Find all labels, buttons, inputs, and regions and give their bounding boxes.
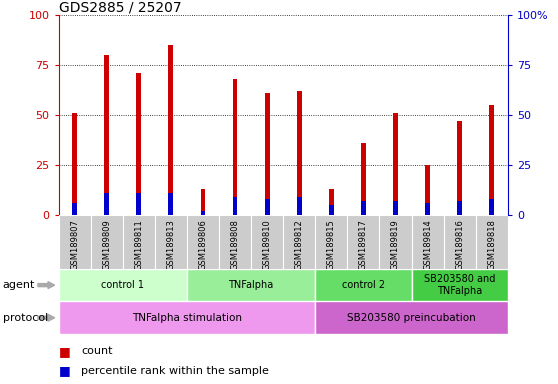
Bar [187, 215, 219, 269]
Bar [475, 215, 508, 269]
Bar [264, 199, 270, 215]
Bar [123, 215, 155, 269]
Bar [329, 189, 334, 215]
Bar [169, 193, 174, 215]
Bar [283, 215, 315, 269]
Bar [361, 201, 366, 215]
Text: SB203580 preincubation: SB203580 preincubation [347, 313, 476, 323]
Text: GSM189812: GSM189812 [295, 219, 304, 270]
Bar [200, 211, 205, 215]
Text: GSM189817: GSM189817 [359, 219, 368, 270]
Bar [187, 269, 315, 301]
Bar [379, 215, 411, 269]
Bar [169, 45, 174, 215]
Bar [444, 215, 475, 269]
Bar [457, 121, 462, 215]
Bar [104, 55, 109, 215]
Bar [136, 193, 141, 215]
Text: TNFalpha stimulation: TNFalpha stimulation [132, 313, 242, 323]
Text: GSM189813: GSM189813 [166, 219, 175, 270]
Bar [411, 215, 444, 269]
Bar [489, 199, 494, 215]
Text: percentile rank within the sample: percentile rank within the sample [81, 366, 269, 376]
Bar [219, 215, 251, 269]
Text: count: count [81, 346, 112, 356]
Bar [233, 197, 238, 215]
Text: GSM189810: GSM189810 [263, 219, 272, 270]
Bar [59, 215, 90, 269]
Bar [457, 201, 462, 215]
Bar [59, 301, 315, 334]
Bar [264, 93, 270, 215]
Bar [136, 73, 141, 215]
Text: GSM189806: GSM189806 [199, 219, 208, 270]
Text: control 1: control 1 [101, 280, 145, 290]
Bar [315, 301, 508, 334]
Text: GSM189807: GSM189807 [70, 219, 79, 270]
Text: protocol: protocol [3, 313, 48, 323]
Text: GSM189819: GSM189819 [391, 219, 400, 270]
Text: GSM189816: GSM189816 [455, 219, 464, 270]
Bar [200, 189, 205, 215]
Bar [297, 91, 302, 215]
Bar [90, 215, 123, 269]
Text: GSM189814: GSM189814 [423, 219, 432, 270]
Bar [251, 215, 283, 269]
Bar [425, 165, 430, 215]
Bar [329, 205, 334, 215]
Bar [155, 215, 187, 269]
Bar [59, 269, 187, 301]
Bar [489, 105, 494, 215]
Text: GSM189815: GSM189815 [327, 219, 336, 270]
Bar [411, 269, 508, 301]
Bar [393, 201, 398, 215]
Text: SB203580 and
TNFalpha: SB203580 and TNFalpha [424, 274, 496, 296]
Bar [315, 215, 347, 269]
Bar [425, 203, 430, 215]
Text: GSM189809: GSM189809 [102, 219, 111, 270]
Bar [104, 193, 109, 215]
Bar [233, 79, 238, 215]
Bar [347, 215, 379, 269]
Bar [315, 269, 411, 301]
Text: control 2: control 2 [342, 280, 385, 290]
Text: GDS2885 / 25207: GDS2885 / 25207 [59, 0, 181, 14]
Bar [297, 197, 302, 215]
Text: GSM189808: GSM189808 [230, 219, 239, 270]
Text: ■: ■ [59, 345, 74, 358]
Bar [361, 143, 366, 215]
Text: GSM189818: GSM189818 [487, 219, 496, 270]
Text: TNFalpha: TNFalpha [228, 280, 274, 290]
Bar [72, 203, 77, 215]
Text: agent: agent [3, 280, 35, 290]
Text: ■: ■ [59, 364, 74, 377]
Bar [393, 113, 398, 215]
Bar [72, 113, 77, 215]
Text: GSM189811: GSM189811 [134, 219, 143, 270]
